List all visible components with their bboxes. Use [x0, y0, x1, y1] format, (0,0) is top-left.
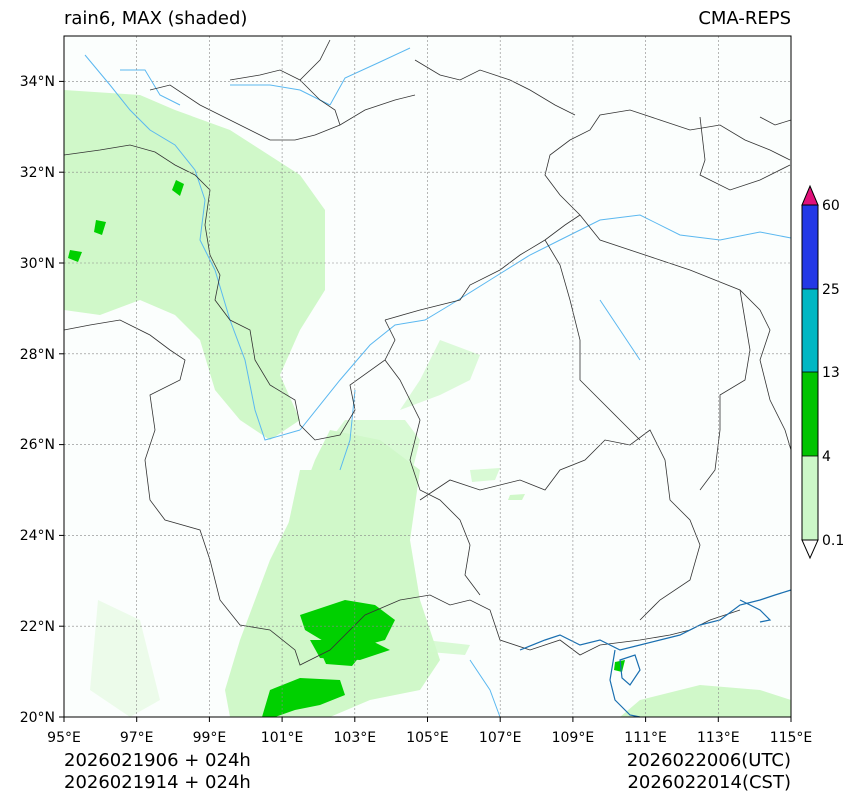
light-rain-shading [64, 90, 791, 717]
lon-tick-label: 97°E [120, 730, 154, 746]
colorbar-label: 13 [822, 365, 840, 381]
lat-tick-label: 26°N [20, 437, 55, 453]
colorbar-label: 60 [822, 198, 840, 214]
model-name: CMA-REPS [698, 8, 791, 29]
lon-tick-label: 95°E [47, 730, 81, 746]
lon-tick-label: 99°E [193, 730, 227, 746]
colorbar-label: 0.1 [822, 533, 844, 549]
axis-ticks [59, 80, 792, 722]
init-time-cst: 2026021914 + 024h [64, 772, 251, 793]
colorbar-label: 4 [822, 449, 831, 465]
colorbar-under-triangle [801, 539, 819, 560]
lat-tick-label: 34°N [20, 74, 55, 90]
colorbar-swatch [802, 289, 818, 372]
lon-tick-label: 111°E [624, 730, 667, 746]
colorbar: 0.1 4 13 25 60 [801, 184, 844, 560]
lat-tick-label: 22°N [20, 619, 55, 635]
lat-tick-label: 24°N [20, 528, 55, 544]
colorbar-swatch [802, 456, 818, 540]
colorbar-swatch [802, 205, 818, 289]
rivers [84, 47, 792, 718]
province-borders [63, 39, 792, 666]
lat-tick-label: 32°N [20, 165, 55, 181]
lon-tick-label: 115°E [770, 730, 813, 746]
lat-tick-label: 28°N [20, 347, 55, 363]
lon-tick-label: 101°E [261, 730, 304, 746]
lon-tick-label: 103°E [334, 730, 377, 746]
lon-tick-label: 109°E [552, 730, 595, 746]
lon-tick-label: 113°E [697, 730, 740, 746]
map-title: rain6, MAX (shaded) [64, 8, 248, 29]
lat-tick-label: 20°N [20, 710, 55, 726]
colorbar-label: 25 [822, 282, 840, 298]
valid-time-utc: 2026022006(UTC) [626, 750, 791, 771]
lon-tick-label: 107°E [479, 730, 522, 746]
init-time-utc: 2026021906 + 024h [64, 750, 251, 771]
lon-tick-label: 105°E [406, 730, 449, 746]
moderate-rain-shading [68, 180, 625, 717]
longitude-labels: 95°E 97°E 99°E 101°E 103°E 105°E 107°E 1… [47, 730, 812, 746]
valid-time-cst: 2026022014(CST) [627, 772, 791, 793]
gridlines [64, 36, 791, 717]
latitude-labels: 20°N 22°N 24°N 26°N 28°N 30°N 32°N 34°N [20, 74, 55, 726]
coastline [519, 589, 792, 718]
colorbar-over-triangle [801, 184, 819, 206]
colorbar-swatch [802, 372, 818, 456]
lat-tick-label: 30°N [20, 256, 55, 272]
